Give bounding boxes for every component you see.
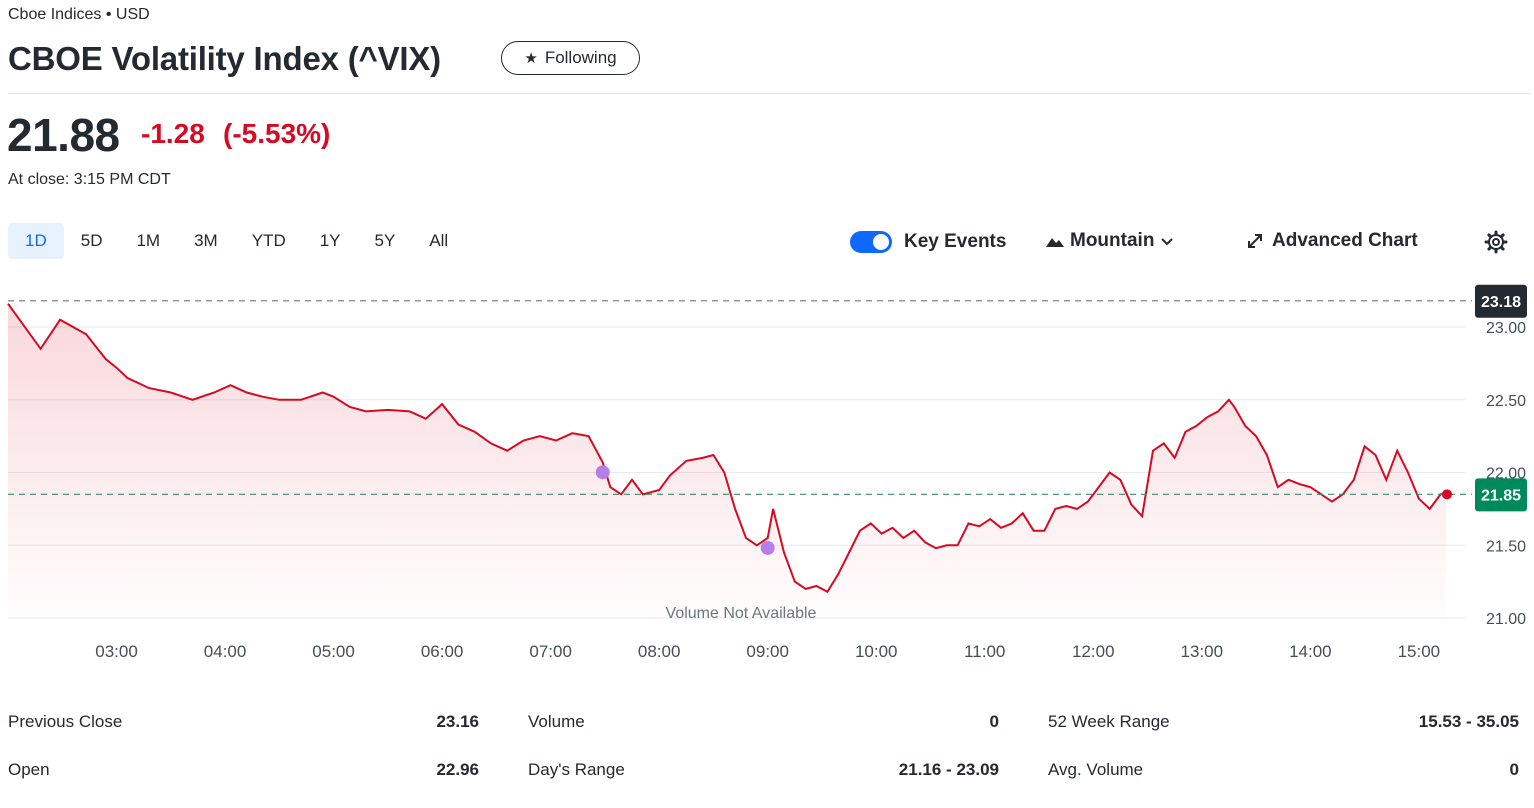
y-tick-label: 21.00 — [1486, 611, 1526, 628]
stat-value: 21.16 - 23.09 — [898, 760, 999, 779]
key-events-toggle[interactable] — [850, 231, 892, 253]
x-tick-label: 05:00 — [312, 642, 355, 661]
last-price-value: 21.85 — [1481, 487, 1521, 504]
price-change-percent: (-5.53%) — [223, 118, 331, 149]
mountain-icon — [1046, 238, 1064, 247]
stat-row: Avg. Volume 0 — [1048, 760, 1519, 808]
range-tab-5y[interactable]: 5Y — [374, 231, 396, 250]
x-tick-label: 03:00 — [95, 642, 138, 661]
toggle-knob — [873, 234, 889, 250]
close-time: At close: 3:15 PM CDT — [8, 171, 171, 188]
star-icon: ★ — [524, 50, 538, 67]
range-tab-5d[interactable]: 5D — [80, 231, 103, 250]
stat-row: Volume 0 — [528, 712, 999, 760]
chart-type-label: Mountain — [1070, 230, 1155, 251]
page-title: CBOE Volatility Index (^VIX) — [8, 40, 441, 77]
x-tick-label: 04:00 — [204, 642, 247, 661]
x-tick-label: 09:00 — [746, 642, 789, 661]
range-selector: 1D 5D 1M 3M YTD 1Y 5Y All — [8, 223, 465, 259]
chevron-down-icon — [1161, 238, 1174, 246]
stats-col-2: Volume 0 Day's Range 21.16 - 23.09 — [528, 712, 999, 808]
exchange-label: Cboe Indices • USD — [8, 6, 150, 23]
stat-value: 22.96 — [436, 760, 479, 779]
y-tick-label: 22.50 — [1486, 393, 1526, 410]
advanced-chart-button[interactable]: Advanced Chart — [1246, 230, 1418, 252]
range-tab-all[interactable]: All — [429, 231, 449, 250]
following-label: Following — [544, 48, 617, 67]
range-tab-ytd[interactable]: YTD — [251, 231, 286, 250]
x-tick-label: 06:00 — [421, 642, 464, 661]
current-price: 21.88 — [7, 109, 120, 161]
stats-col-3: 52 Week Range 15.53 - 35.05 Avg. Volume 0 — [1048, 712, 1519, 808]
range-tab-1d[interactable]: 1D — [8, 223, 64, 259]
gear-icon[interactable] — [1484, 230, 1508, 254]
price-change: -1.28 — [141, 118, 205, 149]
stat-value: 23.16 — [436, 712, 479, 731]
price-line — [7, 303, 1446, 594]
last-price-badge: 21.85 — [1475, 478, 1527, 512]
stat-row: Day's Range 21.16 - 23.09 — [528, 760, 999, 808]
stat-label: Previous Close — [8, 712, 123, 731]
x-tick-label: 15:00 — [1398, 642, 1441, 661]
range-tab-1y[interactable]: 1Y — [319, 231, 341, 250]
stat-value: 0 — [989, 712, 999, 731]
stat-row: Open 22.96 — [8, 760, 479, 808]
range-tab-1m[interactable]: 1M — [136, 231, 161, 250]
stat-row: 52 Week Range 15.53 - 35.05 — [1048, 712, 1519, 760]
stat-label: Open — [8, 760, 50, 779]
stat-row: Previous Close 23.16 — [8, 712, 479, 760]
previous-close-badge: 23.18 — [1475, 284, 1527, 318]
chart-type-dropdown[interactable]: Mountain — [1046, 230, 1174, 252]
stats-col-1: Previous Close 23.16 Open 22.96 — [8, 712, 479, 808]
stat-label: 52 Week Range — [1048, 712, 1170, 731]
last-price-dot — [1442, 489, 1452, 500]
key-event-marker[interactable] — [595, 465, 610, 480]
key-events-label: Key Events — [904, 231, 1007, 252]
key-event-marker[interactable] — [760, 540, 775, 555]
y-tick-label: 21.50 — [1486, 538, 1526, 555]
x-tick-label: 14:00 — [1289, 642, 1332, 661]
x-tick-label: 10:00 — [855, 642, 898, 661]
volume-note: Volume Not Available — [666, 605, 817, 622]
x-tick-label: 08:00 — [638, 642, 681, 661]
following-button[interactable]: ★ Following — [501, 41, 640, 75]
x-tick-label: 13:00 — [1181, 642, 1224, 661]
expand-icon — [1248, 234, 1262, 248]
y-tick-label: 22.00 — [1486, 466, 1526, 483]
x-tick-label: 11:00 — [964, 642, 1005, 661]
stat-value: 15.53 - 35.05 — [1418, 712, 1519, 731]
price-area — [8, 303, 1446, 618]
x-tick-label: 12:00 — [1072, 642, 1115, 661]
price-chart[interactable]: Volume Not Available 21.00 21.50 22.00 22.5… — [0, 280, 1534, 680]
x-tick-label: 07:00 — [529, 642, 572, 661]
header-divider — [8, 93, 1530, 94]
y-tick-label: 23.00 — [1486, 320, 1526, 337]
range-tab-3m[interactable]: 3M — [194, 231, 218, 250]
advanced-chart-label: Advanced Chart — [1272, 230, 1418, 251]
stat-label: Avg. Volume — [1048, 760, 1144, 779]
stat-value: 0 — [1509, 760, 1519, 779]
previous-close-value: 23.18 — [1481, 294, 1521, 311]
stat-label: Volume — [528, 712, 585, 731]
stat-label: Day's Range — [528, 760, 625, 779]
